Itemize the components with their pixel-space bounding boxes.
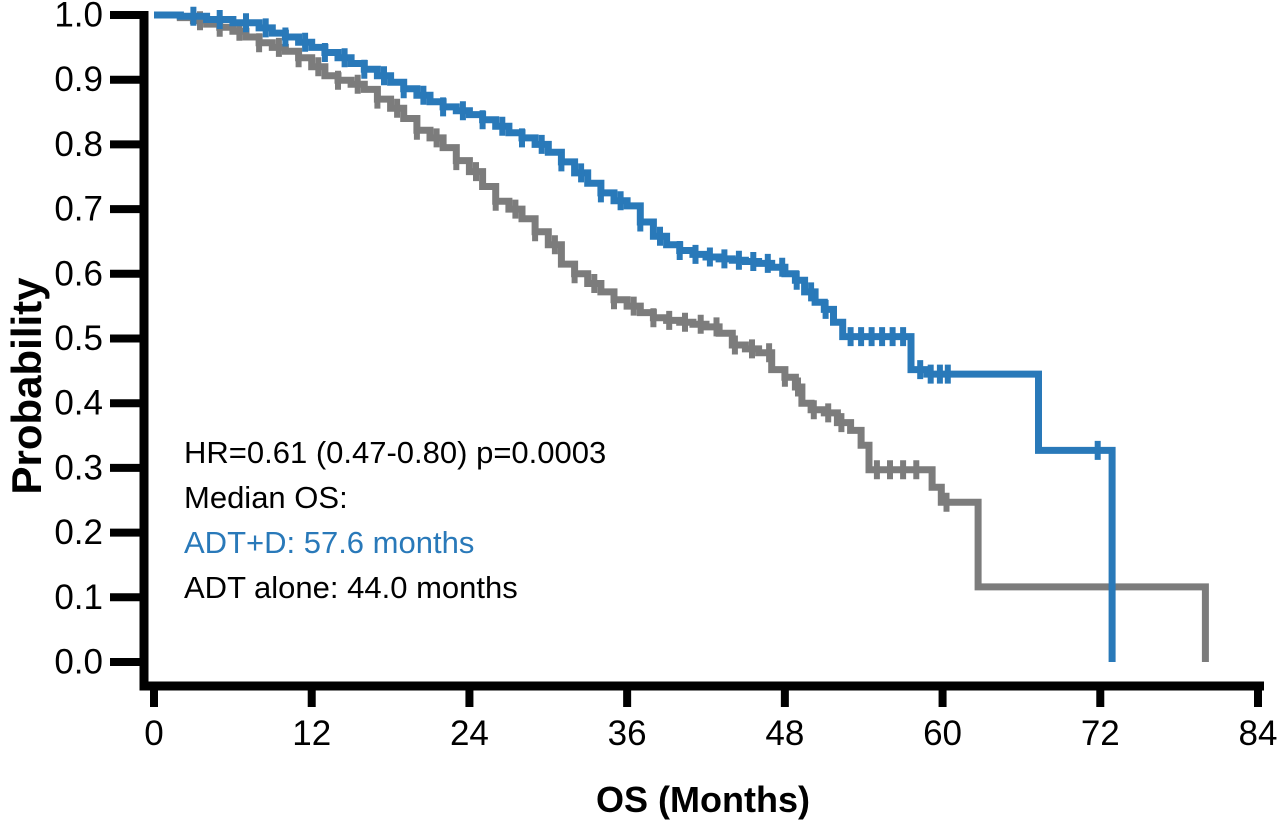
y-tick-label: 0.8: [54, 125, 103, 164]
y-tick-label: 0.1: [54, 578, 103, 617]
y-tick-label: 0.4: [54, 384, 103, 423]
y-tick-label: 0.9: [54, 60, 103, 99]
hr-pvalue-text: HR=0.61 (0.47-0.80) p=0.0003: [184, 435, 607, 470]
median-os-heading: Median OS:: [184, 480, 348, 515]
censor-marks-adt-alone: [197, 11, 950, 512]
y-tick-label: 1.0: [54, 0, 103, 35]
x-tick-label: 48: [765, 714, 804, 753]
median-adt-d-text: ADT+D: 57.6 months: [184, 525, 475, 560]
y-tick-label: 0.5: [54, 319, 103, 358]
x-tick-label: 24: [450, 714, 489, 753]
stats-annotation: HR=0.61 (0.47-0.80) p=0.0003 Median OS: …: [184, 430, 606, 610]
x-tick-label: 60: [923, 714, 962, 753]
x-tick-label: 84: [1239, 714, 1278, 753]
x-tick-label: 12: [292, 714, 331, 753]
y-axis-title: Probability: [3, 277, 50, 495]
y-tick-label: 0.6: [54, 254, 103, 293]
y-tick-label: 0.3: [54, 448, 103, 487]
censor-marks-adt-d: [190, 6, 1101, 460]
y-tick-label: 0.2: [54, 513, 103, 552]
y-tick-label: 0.0: [54, 643, 103, 682]
x-tick-label: 36: [608, 714, 647, 753]
x-tick-label: 72: [1081, 714, 1120, 753]
x-tick-label: 0: [144, 714, 163, 753]
median-adt-alone-text: ADT alone: 44.0 months: [184, 570, 518, 605]
y-tick-label: 0.7: [54, 190, 103, 229]
x-axis-title: OS (Months): [596, 779, 810, 820]
